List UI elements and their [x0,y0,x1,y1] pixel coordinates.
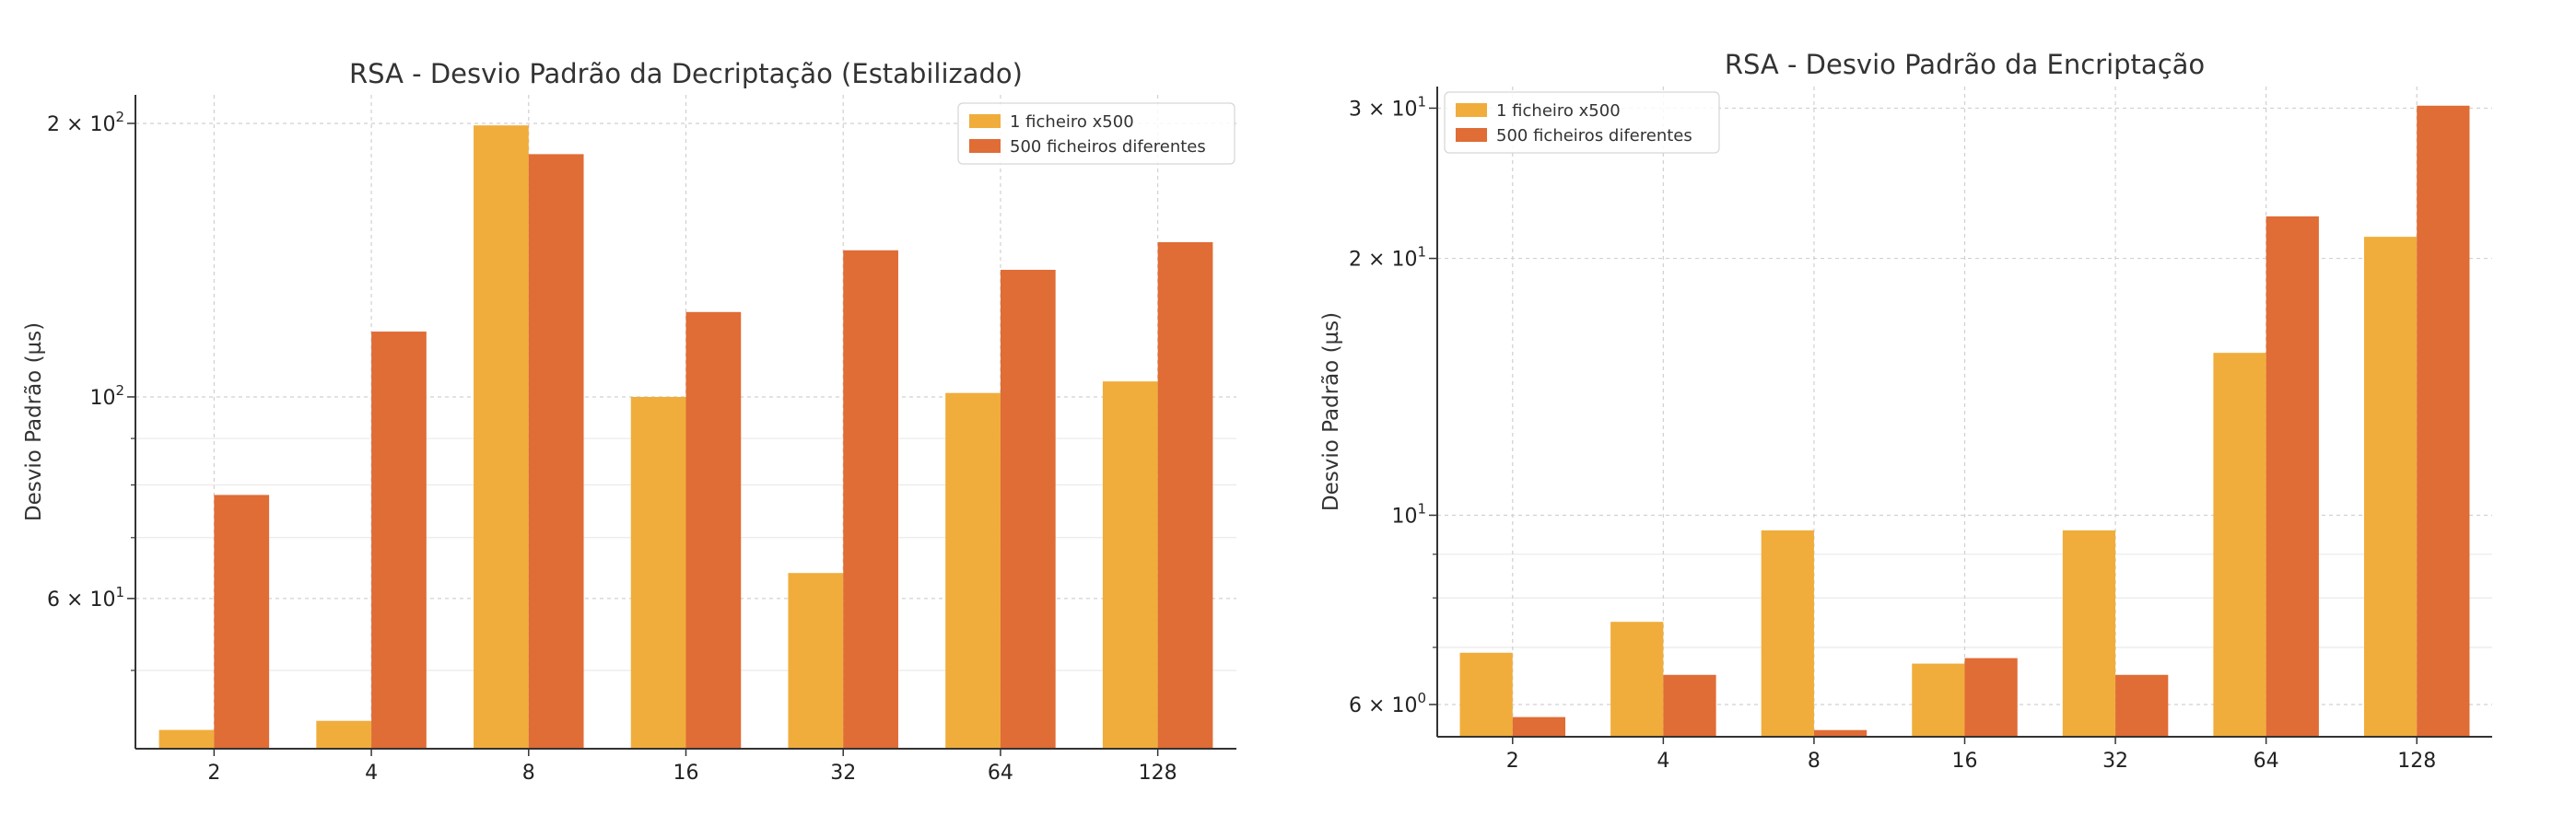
bar-ficheiro-x500 [1610,622,1664,737]
legend-swatch [1456,128,1487,142]
bar-ficheiros-diferentes [528,154,584,750]
bar-ficheiro-x500 [474,125,529,749]
legend: 1 ficheiro x500 500 ficheiros diferentes [1444,91,1720,154]
legend-swatch [969,139,1001,153]
bar-ficheiros-diferentes [214,495,270,749]
y-tick-label: 3 × 101 [1349,93,1426,121]
bar-ficheiro-x500 [1761,530,1814,737]
bar-ficheiro-x500 [158,729,215,749]
bar-ficheiros-diferentes [1964,658,2018,737]
bar-ficheiros-diferentes [1663,674,1716,737]
bar-ficheiros-diferentes [1813,729,1868,737]
y-tick-label: 2 × 102 [47,109,124,136]
bar-ficheiro-x500 [2213,353,2266,737]
y-tick-label-base: 6 × 10 [47,588,115,612]
x-tick-label: 128 [2397,750,2436,773]
y-tick-label: 101 [1391,500,1426,528]
bar-ficheiro-x500 [1459,652,1513,737]
y-tick-label-exponent: 1 [1417,244,1426,261]
x-tick-label: 32 [2102,750,2128,773]
bar-ficheiro-x500 [2062,530,2116,737]
x-tick-label: 2 [1506,750,1519,773]
y-tick-label: 2 × 101 [1349,244,1426,272]
y-tick-label-base: 10 [89,387,115,410]
y-tick-label-exponent: 1 [1417,93,1426,110]
y-tick-label-exponent: 1 [1417,500,1426,517]
bar-ficheiros-diferentes [1000,269,1056,749]
y-tick-label-base: 2 × 10 [47,113,115,136]
legend-label: 1 ficheiro x500 [1496,101,1621,121]
bar-ficheiros-diferentes [1512,716,1566,737]
x-tick-label: 128 [1139,762,1177,785]
bar-ficheiro-x500 [1912,663,1965,737]
legend-box [957,102,1235,165]
y-tick-label: 6 × 101 [47,584,124,612]
bar-ficheiro-x500 [630,396,686,749]
y-tick-label-exponent: 1 [115,584,124,600]
x-tick-label: 8 [1808,750,1821,773]
y-tick-label: 6 × 100 [1349,690,1426,717]
y-tick-label: 102 [89,382,124,410]
legend-label: 500 ficheiros diferentes [1010,137,1206,157]
legend-swatch [969,114,1001,128]
bar-ficheiros-diferentes [843,250,898,749]
bar-ficheiro-x500 [788,573,844,749]
bar-ficheiro-x500 [316,720,372,749]
chart-title: RSA - Desvio Padrão da Encriptação [1725,49,2205,80]
bar-ficheiros-diferentes [2266,215,2319,738]
x-tick-label: 2 [207,762,220,785]
y-axis-label: Desvio Padrão (µs) [1319,312,1343,511]
chart-left: RSA - Desvio Padrão da Decriptação (Esta… [22,58,1236,785]
y-tick-label-base: 2 × 10 [1349,249,1417,272]
y-tick-label-exponent: 0 [1417,690,1426,706]
legend-box [1444,91,1720,154]
bar-ficheiros-diferentes [371,332,427,749]
y-tick-label-exponent: 2 [115,109,124,125]
chart-title: RSA - Desvio Padrão da Decriptação (Esta… [349,58,1023,89]
legend: 1 ficheiro x500 500 ficheiros diferentes [957,102,1235,165]
x-tick-label: 32 [830,762,856,785]
bar-ficheiros-diferentes [685,311,742,749]
bar-ficheiro-x500 [2363,237,2418,738]
bar-ficheiros-diferentes [2417,105,2470,737]
chart-right-svg: RSA - Desvio Padrão da Encriptação 6 × 10… [1319,49,2492,773]
x-tick-label: 64 [2254,750,2279,773]
bar-ficheiros-diferentes [2115,674,2169,737]
x-tick-label: 64 [988,762,1013,785]
x-tick-label: 8 [522,762,535,785]
bar-ficheiros-diferentes [1157,242,1213,749]
bar-ficheiro-x500 [945,392,1001,749]
y-tick-label-base: 3 × 10 [1349,98,1417,121]
legend-label: 500 ficheiros diferentes [1496,126,1692,146]
x-tick-label: 4 [365,762,378,785]
bar-ficheiro-x500 [1102,381,1158,749]
x-tick-label: 16 [1952,750,1978,773]
y-tick-label-base: 6 × 10 [1349,694,1417,717]
x-tick-label: 4 [1657,750,1669,773]
legend-swatch [1456,103,1487,117]
legend-label: 1 ficheiro x500 [1010,112,1134,132]
chart-right: RSA - Desvio Padrão da Encriptação 6 × 10… [1288,0,2576,827]
y-tick-label-exponent: 2 [115,382,124,399]
x-tick-label: 16 [673,762,699,785]
y-tick-label-base: 10 [1391,505,1417,528]
y-axis-label: Desvio Padrão (µs) [22,322,46,521]
chart-left-svg: RSA - Desvio Padrão da Decriptação (Esta… [22,58,1236,785]
